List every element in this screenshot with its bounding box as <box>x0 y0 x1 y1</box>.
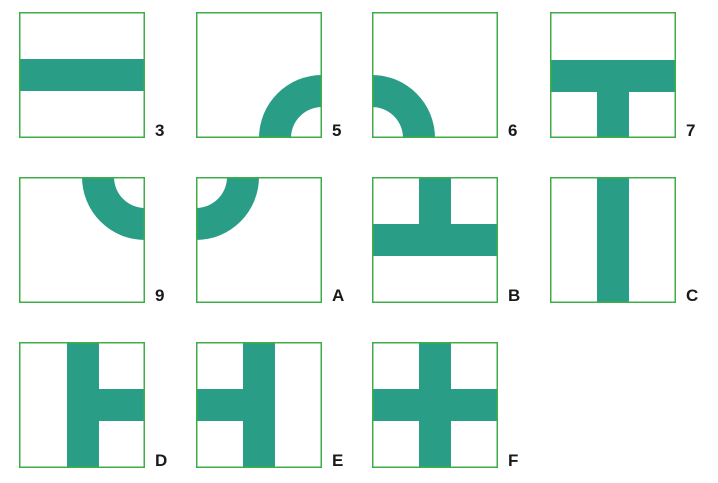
tile-3: 3 <box>19 12 164 140</box>
tile-frame <box>19 12 145 138</box>
tile-frame <box>196 342 322 468</box>
tile-label: A <box>332 286 344 305</box>
pipe-vertical <box>597 177 629 303</box>
pipe-corner <box>372 75 435 138</box>
pipe-stem-right <box>67 389 145 421</box>
pipe-corner <box>259 75 322 138</box>
tile-D: D <box>19 342 167 470</box>
tile-frame <box>196 177 322 303</box>
pipe-horizontal <box>372 224 498 256</box>
tile-label: C <box>686 286 698 305</box>
pipe-stem-bottom <box>597 60 629 138</box>
tile-C: C <box>550 177 698 305</box>
pipe-horizontal <box>19 59 145 91</box>
tile-frame <box>550 12 676 138</box>
tile-frame <box>372 177 498 303</box>
tile-label: 7 <box>686 121 695 140</box>
tile-label: D <box>155 451 167 470</box>
tile-frame <box>372 342 498 468</box>
tile-label: 3 <box>155 121 164 140</box>
tile-frame <box>19 342 145 468</box>
tile-frame <box>196 12 322 138</box>
tile-frame <box>550 177 676 303</box>
tile-F: F <box>372 342 518 470</box>
pipe-stem-left <box>196 389 243 421</box>
pipe-corner <box>82 177 145 240</box>
tile-5: 5 <box>196 12 341 140</box>
tile-6: 6 <box>372 12 517 140</box>
tile-7: 7 <box>550 12 695 140</box>
tile-frame <box>372 12 498 138</box>
tile-E: E <box>196 342 343 470</box>
pipe-stem-top <box>419 177 451 224</box>
tile-frame <box>19 177 145 303</box>
tile-label: E <box>332 451 343 470</box>
pipe-corner <box>196 177 259 240</box>
tile-9: 9 <box>19 177 164 305</box>
tile-label: 5 <box>332 121 341 140</box>
tile-label: 9 <box>155 286 164 305</box>
pipe-vertical <box>419 342 451 468</box>
tile-B: B <box>372 177 520 305</box>
tile-label: 6 <box>508 121 517 140</box>
tile-label: F <box>508 451 518 470</box>
tile-A: A <box>196 177 344 305</box>
pipe-vertical <box>243 342 275 468</box>
tile-label: B <box>508 286 520 305</box>
